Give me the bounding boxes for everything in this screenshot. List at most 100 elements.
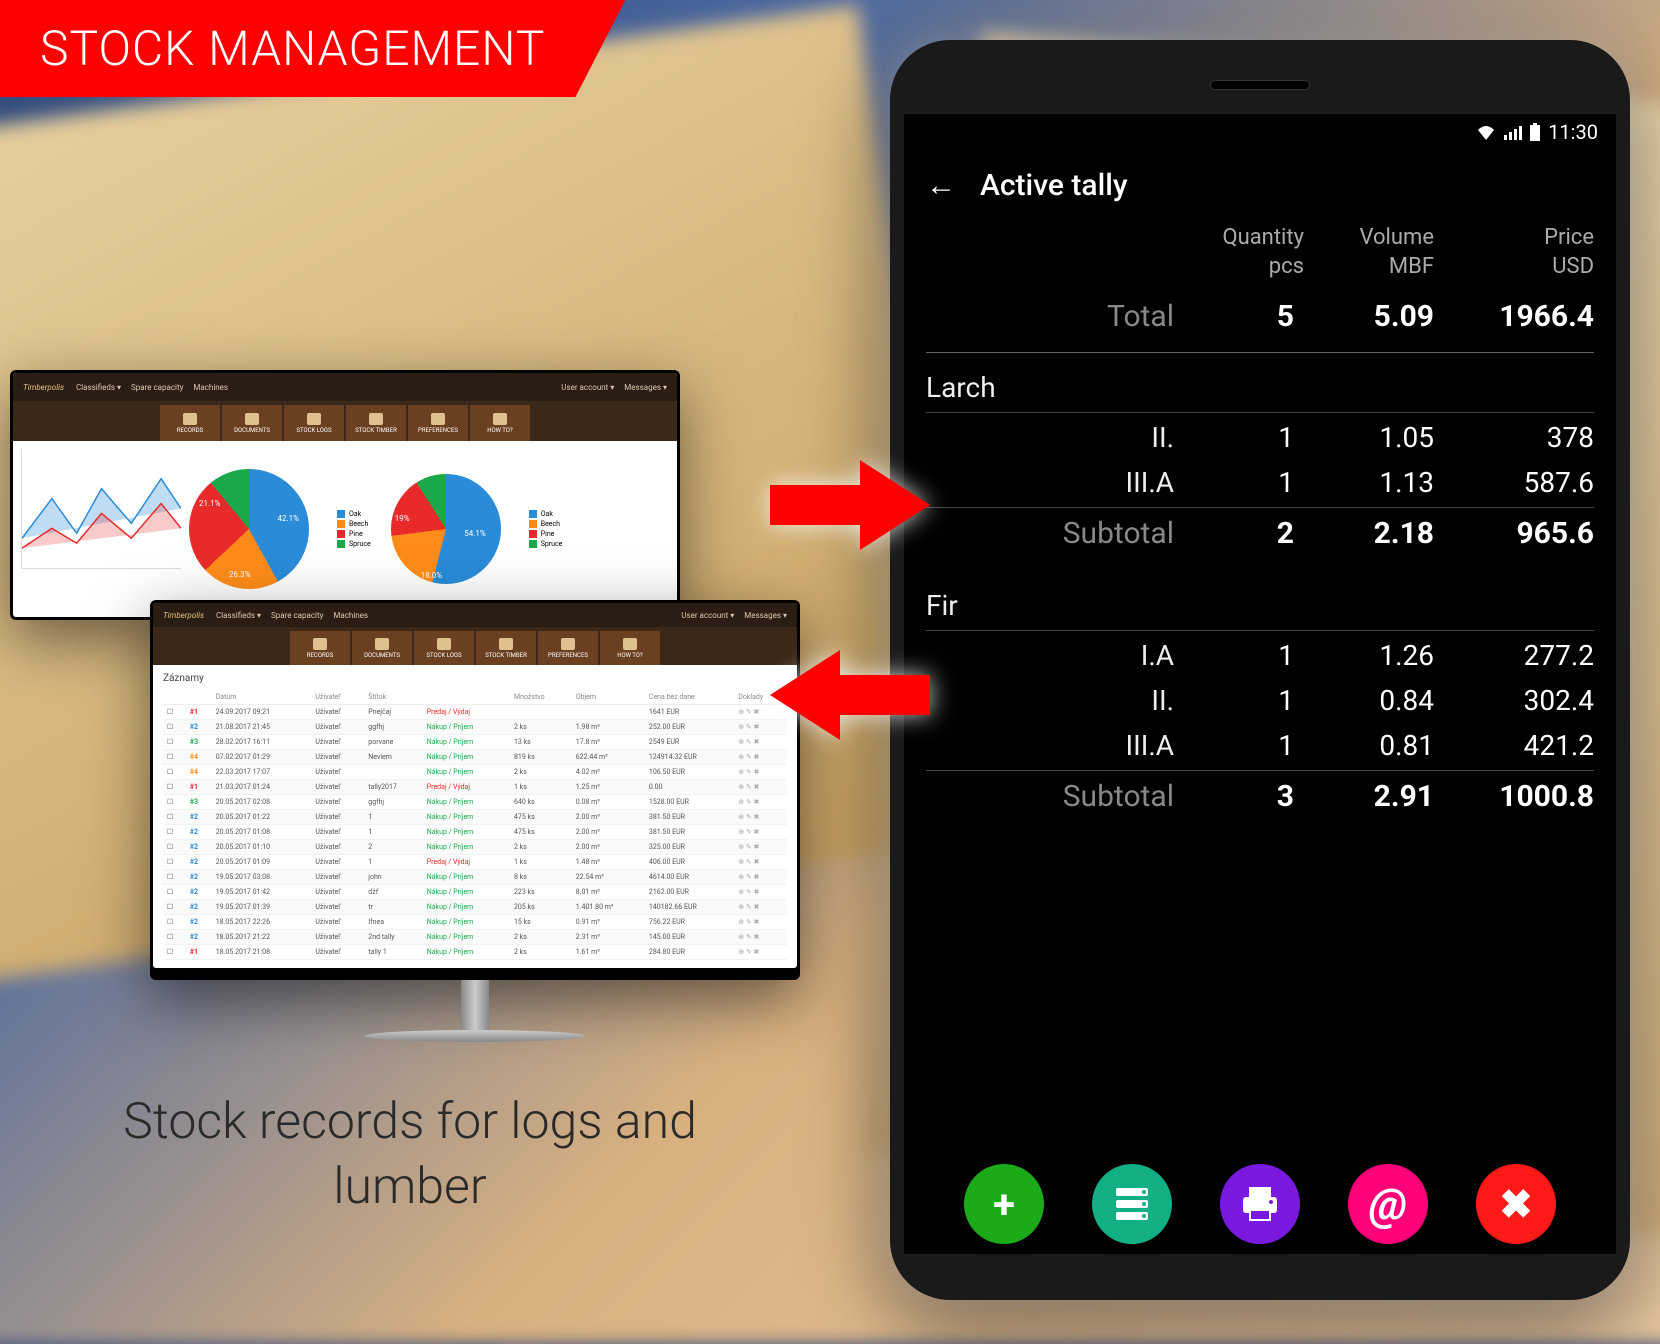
subtotal-row: Subtotal32.911000.8 <box>926 773 1594 820</box>
tally-row[interactable]: I.A11.26277.2 <box>926 633 1594 678</box>
nav-item[interactable]: HOW TO? <box>470 405 530 441</box>
back-button[interactable]: ← <box>926 168 956 203</box>
dashboard-nav: RECORDSDOCUMENTSSTOCK LOGSSTOCK TIMBERPR… <box>13 401 677 441</box>
pie-legend-2: Oak Beech Pine Spruce <box>521 508 563 550</box>
fab-close-button[interactable]: ✖ <box>1476 1164 1556 1244</box>
app-title: Active tally <box>980 168 1128 203</box>
fab-email-button[interactable]: @ <box>1348 1164 1428 1244</box>
banner-title: STOCK MANAGEMENT <box>0 0 625 97</box>
tally-content: Quantitypcs VolumeMBF PriceUSD Total 5 5… <box>904 220 1616 1154</box>
fab-add-button[interactable]: + <box>964 1164 1044 1244</box>
fab-data-button[interactable] <box>1092 1164 1172 1244</box>
subtotal-row: Subtotal22.18965.6 <box>926 510 1594 557</box>
wifi-icon <box>1476 124 1496 140</box>
nav-item[interactable]: STOCK TIMBER <box>476 631 536 665</box>
pie-legend-1: Oak Beech Pine Spruce <box>329 508 371 550</box>
records-topbar: Timberpolis Classifieds ▾ Spare capacity M… <box>153 603 797 627</box>
legend-item: Beech <box>529 520 563 528</box>
legend-item: Beech <box>337 520 371 528</box>
top-menu-item[interactable]: Spare capacity <box>131 383 183 392</box>
nav-item[interactable]: STOCK LOGS <box>414 631 474 665</box>
pie-chart-1: 42.1% 21.1% 26.3% <box>189 469 309 589</box>
column-header <box>423 690 510 705</box>
table-row[interactable]: ☐#320.05.2017 02:08UživateľggfhjNákup / … <box>163 795 787 810</box>
column-header <box>186 690 212 705</box>
records-nav: RECORDSDOCUMENTSSTOCK LOGSSTOCK TIMBERPR… <box>153 627 797 665</box>
column-header: Štítok <box>364 690 422 705</box>
table-row[interactable]: ☐#220.05.2017 01:10Uživateľ2Nákup / Príj… <box>163 840 787 855</box>
arrow-right-icon <box>760 450 940 560</box>
desktop-monitor-records: Timberpolis Classifieds ▾ Spare capacity M… <box>150 600 800 980</box>
legend-item: Pine <box>337 530 371 538</box>
top-menu-item[interactable]: Messages ▾ <box>744 611 787 620</box>
table-row[interactable]: ☐#220.05.2017 01:08Uživateľ1Nákup / Príj… <box>163 825 787 840</box>
tally-row[interactable]: III.A11.13587.6 <box>926 460 1594 505</box>
column-header <box>163 690 186 705</box>
brand-logo: Timberpolis <box>23 383 64 392</box>
records-title: Záznamy <box>163 673 787 684</box>
top-menu-item[interactable]: Messages ▾ <box>624 383 667 392</box>
nav-item[interactable]: PREFERENCES <box>408 405 468 441</box>
top-menu-item[interactable]: User account ▾ <box>561 383 614 392</box>
species-name: Larch <box>926 357 1594 410</box>
table-row[interactable]: ☐#121.03.2017 01:24Uživateľtally2017Pred… <box>163 780 787 795</box>
top-menu-item[interactable]: Spare capacity <box>271 611 323 620</box>
table-header: Quantitypcs VolumeMBF PriceUSD <box>926 224 1594 289</box>
column-header: Objem <box>572 690 645 705</box>
legend-item: Oak <box>529 510 563 518</box>
legend-item: Pine <box>529 530 563 538</box>
table-row[interactable]: ☐#220.05.2017 01:09Uživateľ1Predaj / Výd… <box>163 855 787 870</box>
phone-speaker <box>1210 80 1310 90</box>
app-bar: ← Active tally <box>904 150 1616 220</box>
table-row[interactable]: ☐#407.02.2017 01:29UživateľNeviemNákup /… <box>163 750 787 765</box>
top-menu-item[interactable]: Machines <box>193 383 228 392</box>
nav-item[interactable]: HOW TO? <box>600 631 660 665</box>
table-row[interactable]: ☐#219.05.2017 03:08UživateľjohnNákup / P… <box>163 870 787 885</box>
table-row[interactable]: ☐#118.05.2017 21:08Uživateľtally 1Nákup … <box>163 945 787 960</box>
table-row[interactable]: ☐#219.05.2017 01:39UživateľtrNákup / Prí… <box>163 900 787 915</box>
records-table: DátumUživateľŠtítok MnožstvoObjemCena bez… <box>163 690 787 960</box>
table-row[interactable]: ☐#124.09.2017 09:21UživateľPnejčajPredaj… <box>163 705 787 720</box>
column-header: Cena bez dane <box>645 690 734 705</box>
column-header: Množstvo <box>510 690 572 705</box>
area-chart <box>21 449 181 609</box>
nav-item[interactable]: RECORDS <box>290 631 350 665</box>
top-menu-item[interactable]: Classifieds ▾ <box>216 611 261 620</box>
nav-item[interactable]: STOCK LOGS <box>284 405 344 441</box>
table-row[interactable]: ☐#221.08.2017 21:45UživateľggfhjNákup / … <box>163 720 787 735</box>
status-bar: 11:30 <box>904 114 1616 150</box>
caption-text: Stock records for logs and lumber <box>60 1090 760 1220</box>
arrow-left-icon <box>760 640 940 750</box>
brand-logo: Timberpolis <box>163 611 204 620</box>
legend-item: Spruce <box>337 540 371 548</box>
fab-row: + @ ✖ <box>904 1154 1616 1254</box>
legend-item: Spruce <box>529 540 563 548</box>
table-row[interactable]: ☐#422.03.2017 17:07UživateľNákup / Príje… <box>163 765 787 780</box>
top-menu-item[interactable]: User account ▾ <box>681 611 734 620</box>
total-row: Total 5 5.09 1966.4 <box>926 289 1594 348</box>
nav-item[interactable]: RECORDS <box>160 405 220 441</box>
fab-print-button[interactable] <box>1220 1164 1300 1244</box>
column-header: Dátum <box>212 690 312 705</box>
top-menu-item[interactable]: Machines <box>333 611 368 620</box>
legend-item: Oak <box>337 510 371 518</box>
table-row[interactable]: ☐#220.05.2017 01:22Uživateľ1Nákup / Príj… <box>163 810 787 825</box>
nav-item[interactable]: DOCUMENTS <box>222 405 282 441</box>
column-header: Uživateľ <box>311 690 364 705</box>
battery-icon <box>1530 123 1540 141</box>
table-row[interactable]: ☐#218.05.2017 21:22Uživateľ2nd tallyNáku… <box>163 930 787 945</box>
table-row[interactable]: ☐#219.05.2017 01:42UživateľdžfNákup / Pr… <box>163 885 787 900</box>
nav-item[interactable]: STOCK TIMBER <box>346 405 406 441</box>
nav-item[interactable]: DOCUMENTS <box>352 631 412 665</box>
table-row[interactable]: ☐#328.02.2017 16:11UživateľporvaneNákup … <box>163 735 787 750</box>
signal-icon <box>1504 124 1522 140</box>
tally-row[interactable]: II.11.05378 <box>926 415 1594 460</box>
desktop-monitor-dashboard: Timberpolis Classifieds ▾ Spare capacity M… <box>10 370 680 620</box>
tally-row[interactable]: II.10.84302.4 <box>926 678 1594 723</box>
monitor-stand <box>405 980 545 1050</box>
tally-row[interactable]: III.A10.81421.2 <box>926 723 1594 768</box>
nav-item[interactable]: PREFERENCES <box>538 631 598 665</box>
species-name: Fir <box>926 575 1594 628</box>
top-menu-item[interactable]: Classifieds ▾ <box>76 383 121 392</box>
table-row[interactable]: ☐#218.05.2017 22:26UživateľIfneaNákup / … <box>163 915 787 930</box>
